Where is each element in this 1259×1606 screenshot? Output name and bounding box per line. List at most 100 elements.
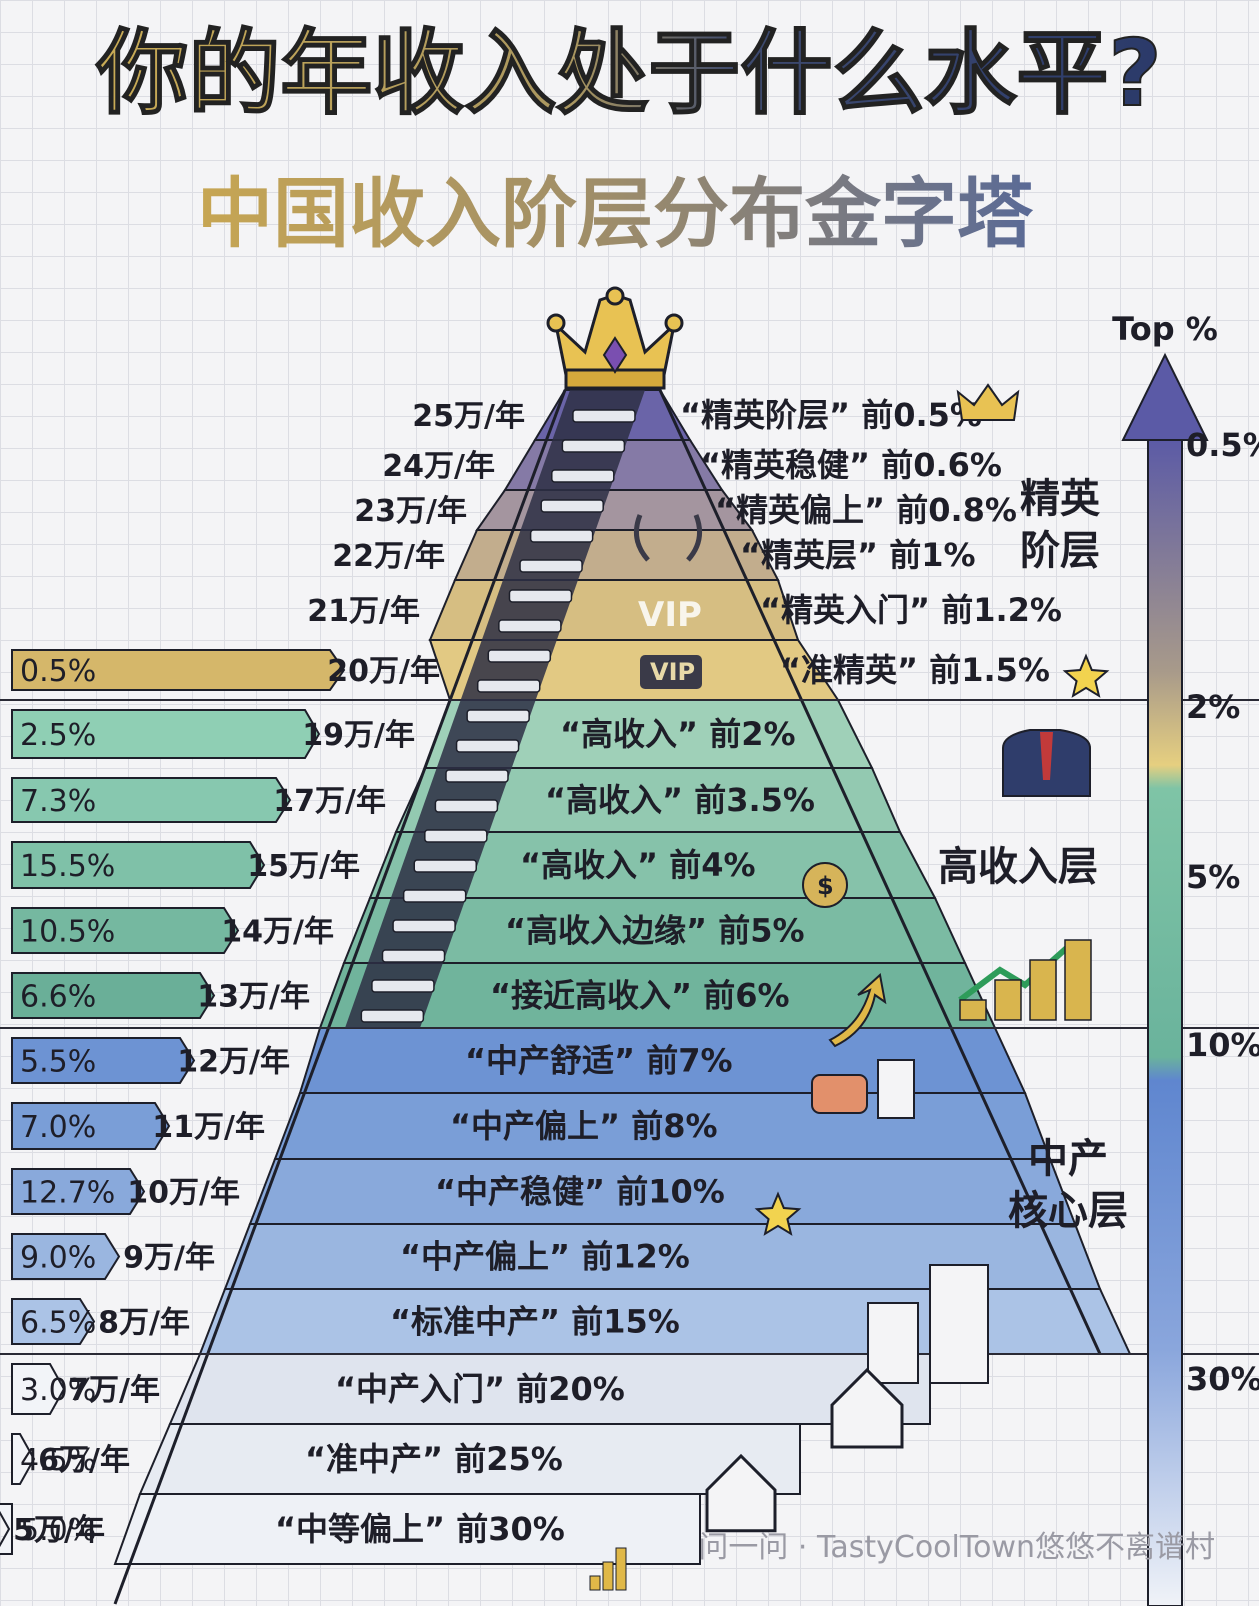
share-value: 4.5% <box>20 1443 96 1478</box>
page-subtitle: 中国收入阶层分布金字塔 <box>197 169 1034 258</box>
share-bar <box>11 1233 121 1280</box>
pyramid-row <box>475 489 754 531</box>
bar-chart-icon <box>615 1547 627 1591</box>
ladder-rung <box>487 649 552 663</box>
share-value: 5.0% <box>20 1513 96 1548</box>
share-value: 2.5% <box>20 718 96 753</box>
tier-label: “中产偏上” 前8% <box>450 1107 718 1145</box>
share-value: 6.5% <box>20 1306 96 1341</box>
share-value: 5.5% <box>20 1045 96 1080</box>
tier-label: “高收入边缘” 前5% <box>505 912 805 950</box>
share-bar <box>11 841 266 889</box>
coin-stack-icon <box>1064 939 1092 1021</box>
dollar-sign: $ <box>817 872 834 900</box>
ladder-rung <box>498 619 562 633</box>
crown-icon <box>956 383 1020 421</box>
building-icon <box>929 1264 989 1384</box>
tier-label: “精英稳健” 前0.6% <box>700 446 1002 484</box>
vip-ticket-icon <box>640 655 702 689</box>
group-label-middle: 中产核心层 <box>1008 1136 1128 1234</box>
income-label: 22万/年 <box>332 539 445 574</box>
share-bars: 0.5%2.5%7.3%15.5%10.5%6.6%5.5%7.0%12.7%9… <box>0 649 346 1555</box>
share-bar <box>11 1433 36 1485</box>
share-bar <box>11 972 216 1019</box>
axis-bar <box>1147 437 1183 1606</box>
share-bar <box>11 1102 171 1150</box>
tier-label: “精英阶层” 前0.5% <box>680 396 982 434</box>
ladder-rung <box>445 769 509 783</box>
income-label: 20万/年 <box>327 654 440 689</box>
tier-label: “中产稳健” 前10% <box>435 1173 725 1211</box>
share-value: 12.7% <box>20 1176 115 1211</box>
income-label: 5万/年 <box>13 1513 105 1548</box>
income-label: 14万/年 <box>221 915 334 950</box>
ladder-rung <box>424 829 488 843</box>
income-label: 17万/年 <box>273 784 386 819</box>
building-icon <box>877 1059 915 1119</box>
ladder-rung <box>360 1009 425 1023</box>
tier-label: “高收入” 前2% <box>560 715 796 753</box>
share-value: 15.5% <box>20 849 115 884</box>
income-label: 10万/年 <box>127 1176 240 1211</box>
tier-label: “标准中产” 前15% <box>390 1303 680 1341</box>
ladder-rung <box>392 919 456 933</box>
income-label: 12万/年 <box>177 1045 290 1080</box>
coin-stack-icon <box>1029 959 1057 1021</box>
ladder-rung <box>434 799 499 813</box>
coin-stack-icon <box>994 979 1022 1021</box>
axis-tick-label: 5% <box>1186 858 1240 896</box>
crown-gem <box>602 336 628 374</box>
share-value: 3.0% <box>20 1373 96 1408</box>
share-bar <box>11 907 240 954</box>
tier-label: “高收入” 前4% <box>520 846 756 884</box>
share-bar <box>0 1503 13 1555</box>
building-icon <box>867 1302 919 1384</box>
share-value: 0.5% <box>20 654 96 689</box>
tier-label: “精英偏上” 前0.8% <box>715 491 1017 529</box>
income-label: 13万/年 <box>197 980 310 1015</box>
income-label: 15万/年 <box>247 849 360 884</box>
ladder-rung <box>551 469 615 483</box>
up-arrow-icon <box>828 973 887 1048</box>
share-bar <box>11 1168 146 1215</box>
income-label: 23万/年 <box>354 494 467 529</box>
share-value: 6.6% <box>20 980 96 1015</box>
ladder-rung <box>476 679 541 693</box>
ladder-rung <box>508 589 573 603</box>
tier-label: “精英入门” 前1.2% <box>760 591 1062 629</box>
bar-chart-icon <box>589 1575 601 1591</box>
ladder-rung <box>413 859 477 873</box>
crown-icon <box>546 286 684 390</box>
coin-stack-icon <box>959 999 987 1021</box>
axis-tick-label: 0.5% <box>1186 426 1259 464</box>
top-percent-axis: Top % 0.5% 2% 5% 10% 30% <box>1112 310 1259 1606</box>
ladder-rung <box>519 559 583 573</box>
star-icon <box>754 1191 802 1236</box>
tier-icons: VIP VIP $ <box>589 383 1110 1591</box>
crown-jewel <box>605 286 625 306</box>
ladder-rung <box>466 709 530 723</box>
share-bar <box>11 1298 96 1345</box>
axis-title: Top % <box>1112 310 1218 348</box>
axis-tick-label: 2% <box>1186 688 1240 726</box>
pyramid-row <box>113 1493 701 1565</box>
share-bar <box>11 649 346 691</box>
page-title: 你的年收入处于什么水平? <box>95 20 1161 127</box>
house-icon <box>705 1453 777 1533</box>
share-bar <box>11 777 292 823</box>
tier-label: “高收入” 前3.5% <box>545 781 815 819</box>
tier-labels: 25万/年 “精英阶层” 前0.5% 24万/年 “精英稳健” 前0.6% 23万/年 “… <box>13 396 1062 1548</box>
share-bar <box>11 709 321 759</box>
pyramid-row <box>138 1423 801 1495</box>
income-label: 8万/年 <box>98 1306 190 1341</box>
income-label: 24万/年 <box>382 449 495 484</box>
tier-label: “中产入门” 前20% <box>335 1370 625 1408</box>
tier-label: “精英层” 前1% <box>740 536 976 574</box>
axis-tick-label: 10% <box>1186 1026 1259 1064</box>
income-label: 11万/年 <box>152 1110 265 1145</box>
crown-jewel <box>546 313 566 333</box>
sofa-icon <box>811 1074 868 1114</box>
income-label: 6万/年 <box>38 1443 130 1478</box>
share-value: 7.3% <box>20 784 96 819</box>
